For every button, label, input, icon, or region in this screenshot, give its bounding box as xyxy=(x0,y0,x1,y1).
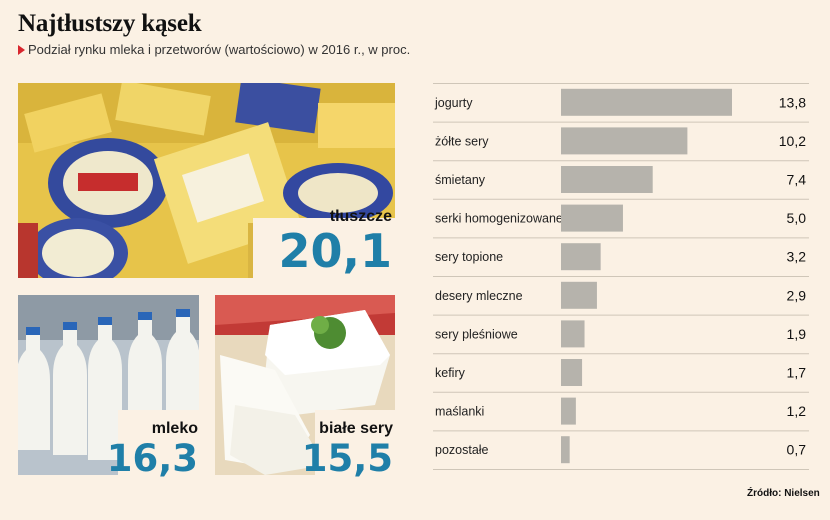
value-label: 0,7 xyxy=(787,442,807,458)
bar xyxy=(561,281,597,309)
bar xyxy=(561,359,583,386)
category-label: pozostałe xyxy=(435,443,489,457)
chart-title: Najtłustszy kąsek xyxy=(18,10,202,37)
value-label: 2,9 xyxy=(787,287,807,303)
category-label: sery topione xyxy=(435,250,503,264)
category-label: śmietany xyxy=(435,173,486,187)
bar xyxy=(561,436,570,464)
bar xyxy=(561,397,576,425)
chart-subtitle: Podział rynku mleka i przetworów (wartoś… xyxy=(18,42,410,57)
value-label: 10,2 xyxy=(779,133,806,149)
category-label: desery mleczne xyxy=(435,289,523,303)
white-cheese-photo xyxy=(215,295,395,475)
market-share-bar-chart: jogurty 13,8 żółte sery 10,2 śmietany 7,4 serk… xyxy=(433,83,809,470)
category-label: sery pleśniowe xyxy=(435,327,518,341)
category-label: maślanki xyxy=(435,405,484,419)
butter-photo xyxy=(18,83,395,278)
value-label: 1,2 xyxy=(787,403,807,419)
bar xyxy=(561,243,601,271)
bar xyxy=(561,204,623,232)
bar xyxy=(561,127,688,155)
value-label: 3,2 xyxy=(787,249,807,265)
category-label: kefiry xyxy=(435,366,466,380)
highlight-white-cheese: białe sery 15,5 xyxy=(292,420,393,477)
subtitle-text: Podział rynku mleka i przetworów (wartoś… xyxy=(28,42,411,57)
value-label: 5,0 xyxy=(787,210,807,226)
highlight-fat-value: 20,1 xyxy=(278,224,393,278)
source-note: Źródło: Nielsen xyxy=(747,488,820,499)
value-label: 7,4 xyxy=(787,172,807,188)
value-label: 1,7 xyxy=(787,365,807,381)
value-label: 13,8 xyxy=(779,94,806,110)
highlight-white-cheese-value: 15,5 xyxy=(301,437,393,480)
highlight-milk-value: 16,3 xyxy=(106,437,198,480)
marker-triangle-icon xyxy=(18,45,25,55)
highlight-milk: mleko 16,3 xyxy=(90,420,198,477)
category-label: serki homogenizowane xyxy=(435,212,563,226)
bar xyxy=(561,88,732,116)
highlight-fat: tłuszcze 20,1 xyxy=(235,208,393,278)
highlight-fat-label: tłuszcze xyxy=(329,208,392,225)
highlight-milk-label: mleko xyxy=(151,420,198,437)
milk-photo xyxy=(18,295,199,475)
category-label: jogurty xyxy=(434,96,473,110)
bar xyxy=(561,166,653,193)
bar xyxy=(561,320,585,348)
highlight-white-cheese-label: białe sery xyxy=(319,420,393,437)
value-label: 1,9 xyxy=(787,326,807,342)
category-label: żółte sery xyxy=(435,134,489,148)
